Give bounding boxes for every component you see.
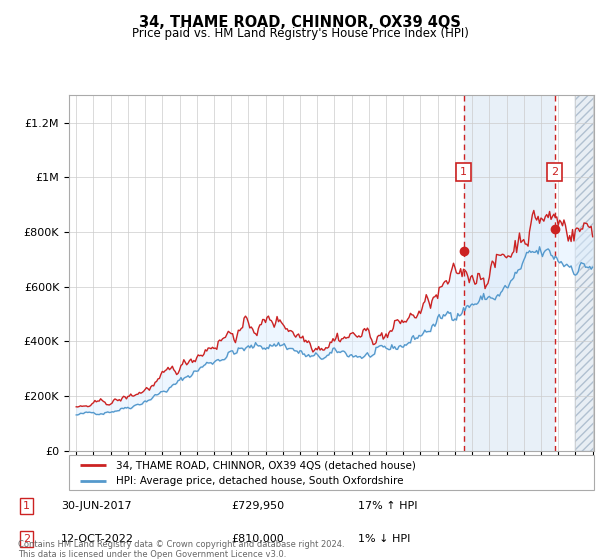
- Text: Price paid vs. HM Land Registry's House Price Index (HPI): Price paid vs. HM Land Registry's House …: [131, 27, 469, 40]
- Text: £810,000: £810,000: [231, 534, 284, 544]
- Text: 12-OCT-2022: 12-OCT-2022: [61, 534, 134, 544]
- Text: 1: 1: [460, 167, 467, 177]
- Text: 1: 1: [23, 501, 30, 511]
- Text: 34, THAME ROAD, CHINNOR, OX39 4QS (detached house): 34, THAME ROAD, CHINNOR, OX39 4QS (detac…: [116, 460, 416, 470]
- Text: £729,950: £729,950: [231, 501, 284, 511]
- Text: HPI: Average price, detached house, South Oxfordshire: HPI: Average price, detached house, Sout…: [116, 477, 404, 486]
- Bar: [575, 95, 594, 451]
- Bar: [464, 95, 554, 451]
- Text: 2: 2: [23, 534, 30, 544]
- Text: 1% ↓ HPI: 1% ↓ HPI: [358, 534, 410, 544]
- Text: Contains HM Land Registry data © Crown copyright and database right 2024.
This d: Contains HM Land Registry data © Crown c…: [18, 540, 344, 559]
- Text: 17% ↑ HPI: 17% ↑ HPI: [358, 501, 417, 511]
- Text: 30-JUN-2017: 30-JUN-2017: [61, 501, 131, 511]
- Text: 2: 2: [551, 167, 558, 177]
- Text: 34, THAME ROAD, CHINNOR, OX39 4QS: 34, THAME ROAD, CHINNOR, OX39 4QS: [139, 15, 461, 30]
- FancyBboxPatch shape: [69, 455, 594, 490]
